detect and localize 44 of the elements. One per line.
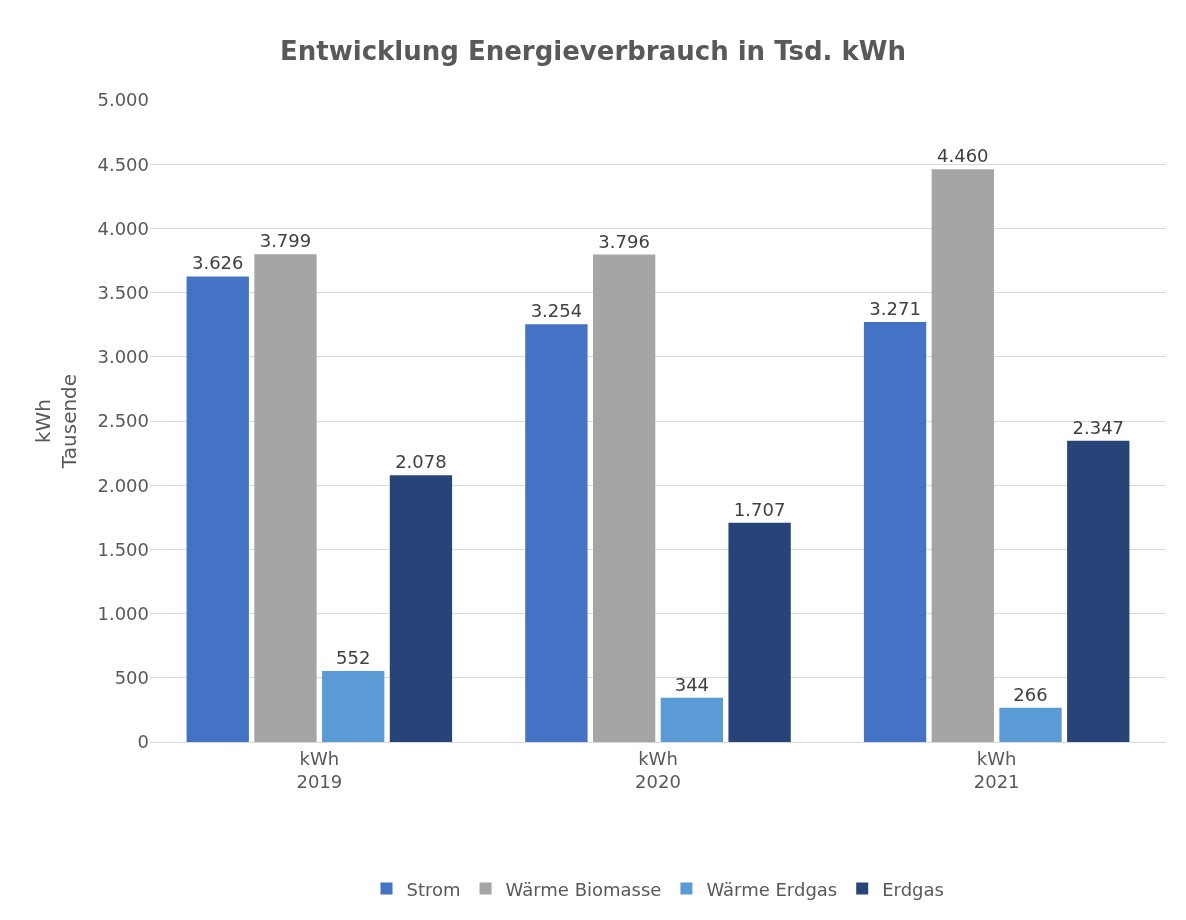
y-tick-label: 5.000	[97, 89, 149, 111]
x-tick-label: kWh 2019	[296, 747, 343, 792]
y-tick-label: 1.000	[97, 602, 149, 624]
bar	[931, 169, 994, 742]
y-tick-label: 2.500	[97, 410, 149, 432]
y-tick-label: 500	[114, 667, 149, 689]
x-tick-label: kWh 2021	[973, 747, 1020, 792]
legend-label: Wärme Biomasse	[505, 878, 662, 900]
chart-title: Entwicklung Energieverbrauch in Tsd. kWh	[280, 35, 906, 66]
data-label: 3.271	[869, 298, 921, 319]
bar	[592, 254, 656, 742]
y-tick-label: 3.000	[97, 346, 149, 368]
bar	[863, 322, 927, 742]
legend-label: Strom	[406, 878, 461, 900]
x-tick-label: kWh 2020	[635, 747, 681, 792]
bar	[660, 697, 724, 742]
data-label: 3.626	[191, 252, 244, 274]
data-label: 266	[1013, 683, 1048, 705]
y-tick-label: 4.000	[97, 217, 149, 239]
legend-label: Erdgas	[882, 878, 944, 900]
data-label: 2.078	[395, 451, 447, 473]
bar	[999, 707, 1062, 742]
data-label: 3.796	[598, 230, 650, 252]
y-tick-label: 1.500	[97, 538, 149, 560]
data-label: 552	[336, 647, 371, 669]
data-label: 2.347	[1072, 416, 1125, 438]
legend-label: Wärme Erdgas	[706, 878, 838, 900]
bar	[389, 475, 453, 742]
y-tick-label: 3.500	[97, 281, 149, 303]
bar	[186, 276, 249, 742]
data-label: 4.460	[937, 145, 989, 167]
y-tick-label: 0	[137, 731, 149, 753]
data-label: 344	[674, 673, 710, 695]
data-label: 1.707	[733, 498, 786, 520]
bar	[322, 671, 385, 742]
y-tick-label: 2.000	[97, 474, 149, 496]
bar	[525, 324, 588, 742]
bar	[254, 254, 317, 742]
y-axis-title: kWh Tausende	[30, 373, 81, 470]
bar	[728, 522, 791, 742]
data-label: 3.799	[259, 230, 312, 252]
data-label: 3.254	[530, 300, 583, 322]
bar	[1067, 440, 1130, 742]
y-tick-label: 4.500	[97, 153, 149, 175]
